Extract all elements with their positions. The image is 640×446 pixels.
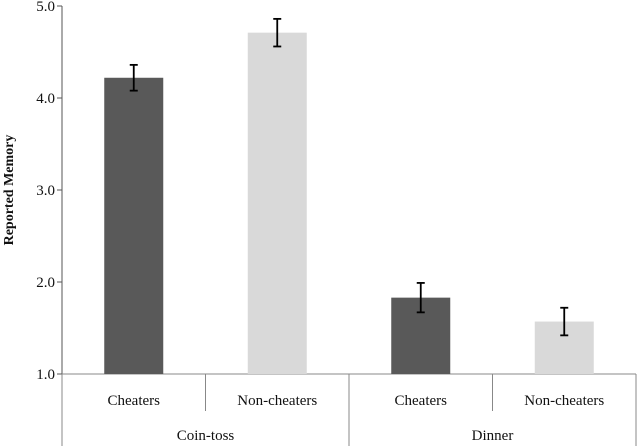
x-group-label: Dinner: [472, 428, 514, 444]
x-category-label: Non-cheaters: [237, 393, 317, 409]
y-tick-label: 1.0: [36, 367, 55, 383]
y-axis-title: Reported Memory: [2, 135, 17, 246]
y-tick-label: 4.0: [36, 91, 55, 107]
x-category-label: Cheaters: [395, 393, 448, 409]
x-category-label: Non-cheaters: [524, 393, 604, 409]
bars: [104, 32, 594, 375]
x-group-label: Coin-toss: [177, 428, 235, 444]
error-bars: [129, 17, 569, 337]
x-category-label: Cheaters: [108, 393, 161, 409]
y-tick-label: 2.0: [36, 275, 55, 291]
bar-coin-toss-cheaters: [104, 77, 164, 374]
y-ticks: 1.0 2.0 3.0 4.0 5.0: [36, 0, 62, 383]
x-category-axis: Cheaters Non-cheaters Coin-toss Cheaters Non…: [61, 374, 637, 446]
y-tick-label: 5.0: [36, 0, 55, 15]
y-tick-label: 3.0: [36, 183, 55, 199]
bar-coin-toss-non-cheaters: [247, 32, 307, 375]
